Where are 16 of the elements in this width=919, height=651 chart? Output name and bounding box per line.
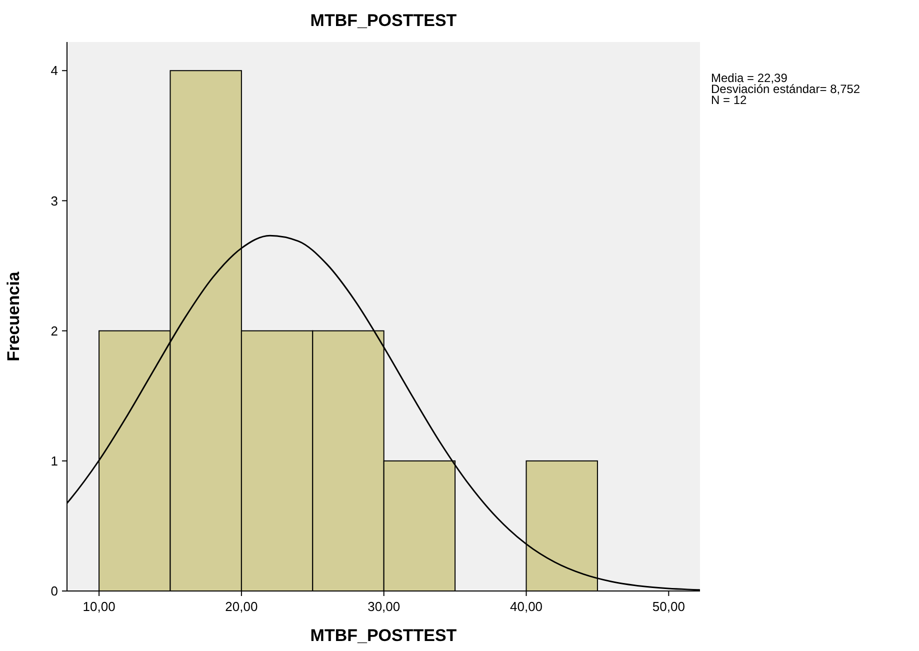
y-tick-label: 3 (50, 193, 58, 208)
chart-title: MTBF_POSTTEST (310, 11, 458, 30)
y-tick-label: 2 (50, 323, 58, 338)
text: Desviación estándar= 8,752 (711, 82, 860, 96)
x-tick-label: 30,00 (368, 599, 400, 614)
x-axis-title: MTBF_POSTTEST (310, 626, 458, 645)
y-axis-title: Frecuencia (4, 271, 23, 362)
text: N = 12 (711, 93, 748, 107)
x-tick-label: 50,00 (652, 599, 685, 614)
x-tick-label: 20,00 (225, 599, 258, 614)
x-tick-label: 10,00 (82, 599, 116, 614)
y-tick-label: 4 (50, 63, 58, 78)
y-tick-label: 1 (50, 453, 58, 468)
text: Media = 22,39 (711, 71, 788, 85)
x-tick-label: 40,00 (510, 599, 543, 614)
y-tick-label: 0 (50, 584, 58, 599)
